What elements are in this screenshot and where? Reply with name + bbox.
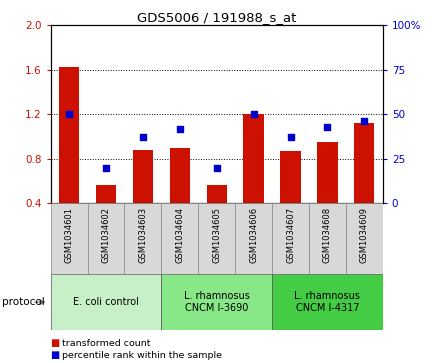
Bar: [280, 151, 301, 203]
Bar: [96, 185, 116, 203]
Text: GSM1034602: GSM1034602: [102, 207, 110, 263]
Title: GDS5006 / 191988_s_at: GDS5006 / 191988_s_at: [137, 11, 297, 24]
Bar: [161, 274, 272, 330]
Text: GSM1034603: GSM1034603: [138, 207, 147, 263]
Text: L. rhamnosus
CNCM I-4317: L. rhamnosus CNCM I-4317: [294, 291, 360, 313]
Text: ■: ■: [51, 350, 60, 360]
Point: [213, 165, 220, 171]
Bar: [161, 203, 198, 274]
Text: transformed count: transformed count: [62, 339, 151, 347]
Bar: [317, 142, 337, 203]
Point: [287, 135, 294, 140]
Bar: [354, 123, 374, 203]
Bar: [170, 148, 190, 203]
Bar: [51, 203, 88, 274]
Bar: [198, 203, 235, 274]
Point: [176, 126, 183, 131]
Bar: [51, 274, 161, 330]
Text: GSM1034604: GSM1034604: [175, 207, 184, 263]
Point: [250, 111, 257, 117]
Bar: [235, 203, 272, 274]
Text: GSM1034601: GSM1034601: [65, 207, 73, 263]
Bar: [309, 203, 346, 274]
Bar: [125, 203, 161, 274]
Text: GSM1034607: GSM1034607: [286, 207, 295, 263]
Text: L. rhamnosus
CNCM I-3690: L. rhamnosus CNCM I-3690: [184, 291, 249, 313]
Bar: [272, 274, 383, 330]
Bar: [88, 203, 125, 274]
Bar: [133, 150, 153, 203]
Text: percentile rank within the sample: percentile rank within the sample: [62, 351, 223, 359]
Bar: [243, 114, 264, 203]
Point: [324, 124, 331, 130]
Text: protocol: protocol: [2, 297, 45, 307]
Bar: [59, 66, 79, 203]
Bar: [272, 203, 309, 274]
Text: GSM1034605: GSM1034605: [212, 207, 221, 263]
Text: GSM1034608: GSM1034608: [323, 207, 332, 263]
Text: E. coli control: E. coli control: [73, 297, 139, 307]
Text: GSM1034606: GSM1034606: [249, 207, 258, 263]
Point: [103, 165, 110, 171]
Text: GSM1034609: GSM1034609: [360, 207, 369, 263]
Bar: [346, 203, 383, 274]
Point: [361, 119, 368, 125]
Text: ■: ■: [51, 338, 60, 348]
Bar: [206, 185, 227, 203]
Point: [66, 111, 73, 117]
Point: [139, 135, 147, 140]
